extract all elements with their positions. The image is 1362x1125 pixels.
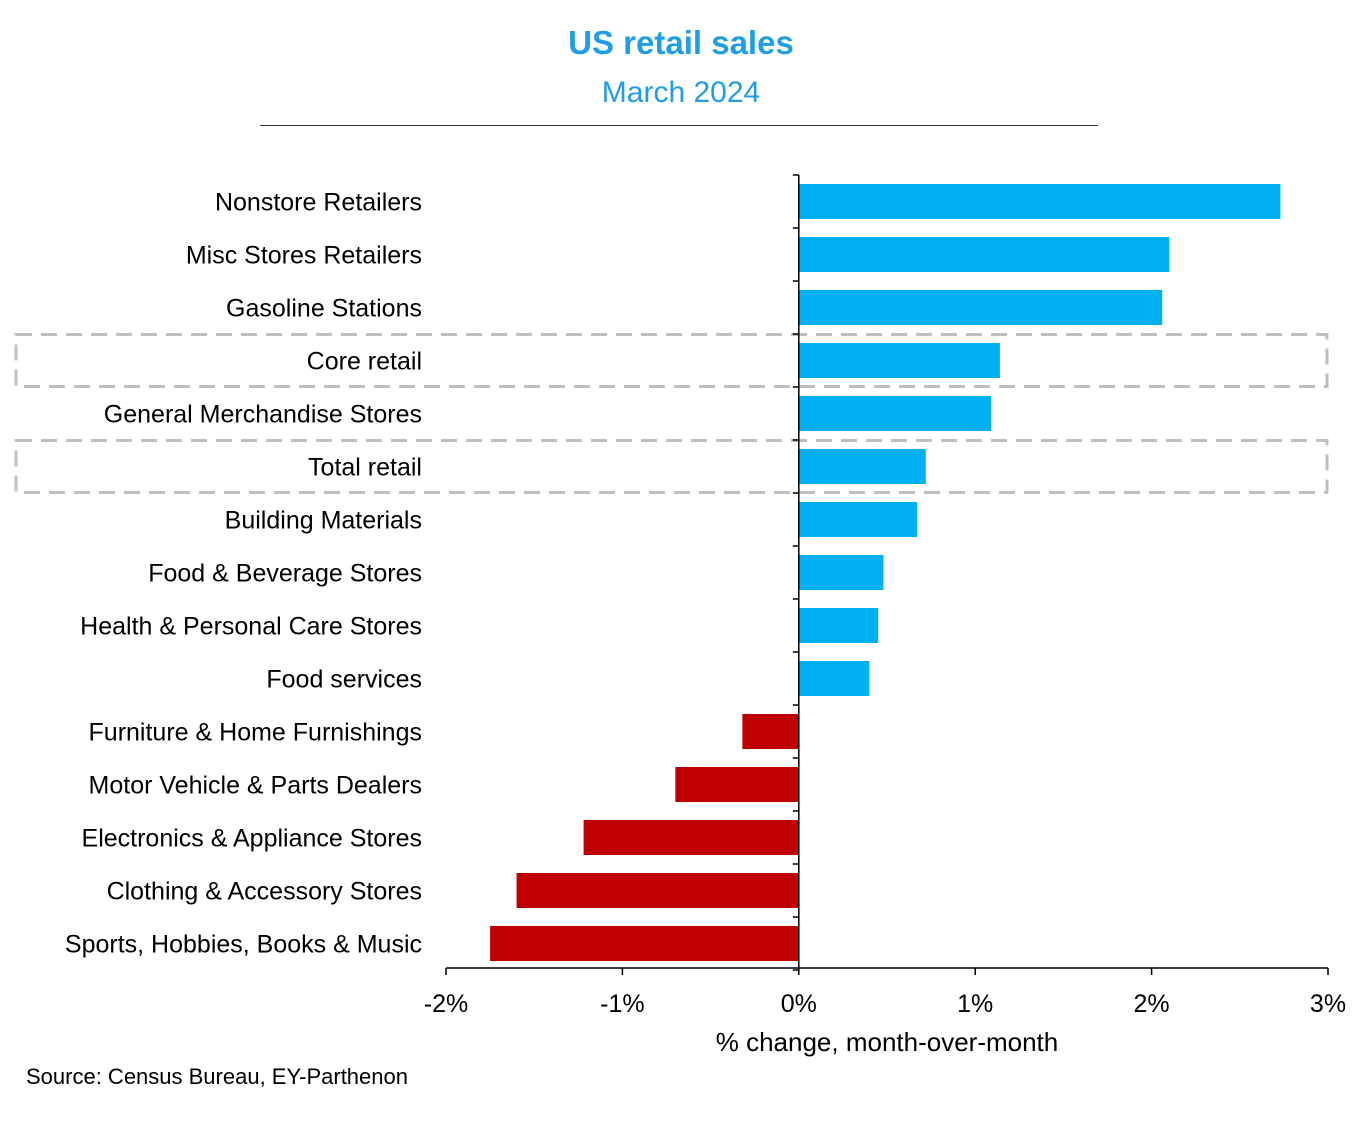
x-tick-label: 1%: [957, 990, 993, 1018]
category-label: Furniture & Home Furnishings: [89, 719, 422, 747]
category-label: Sports, Hobbies, Books & Music: [65, 931, 422, 959]
bar: [798, 184, 1281, 219]
bar: [798, 661, 870, 696]
x-tick-label: 3%: [1310, 990, 1346, 1018]
bar: [798, 555, 884, 590]
bar: [583, 820, 799, 855]
category-label: Electronics & Appliance Stores: [82, 825, 422, 853]
category-label: Misc Stores Retailers: [186, 242, 422, 270]
chart-title: US retail sales: [568, 24, 794, 61]
bar: [675, 767, 799, 802]
category-label: Clothing & Accessory Stores: [107, 878, 422, 906]
category-label: Food & Beverage Stores: [148, 560, 422, 588]
category-label: Motor Vehicle & Parts Dealers: [89, 772, 422, 800]
source-note: Source: Census Bureau, EY-Parthenon: [26, 1064, 408, 1089]
bar: [742, 714, 799, 749]
bar: [798, 449, 926, 484]
bar: [798, 608, 879, 643]
bar: [798, 237, 1170, 272]
x-tick-label: -1%: [600, 990, 644, 1018]
x-tick-label: -2%: [424, 990, 468, 1018]
category-label: Health & Personal Care Stores: [80, 613, 422, 641]
category-label: Total retail: [308, 454, 422, 482]
x-axis-label: % change, month-over-month: [716, 1027, 1059, 1057]
chart-subtitle: March 2024: [601, 76, 761, 109]
bar: [798, 502, 917, 537]
highlight-box: [14, 333, 1329, 388]
category-label: General Merchandise Stores: [104, 401, 422, 429]
bar: [516, 873, 799, 908]
category-label: Nonstore Retailers: [215, 189, 422, 217]
category-label: Building Materials: [225, 507, 422, 535]
category-label: Core retail: [307, 348, 422, 376]
bar: [490, 926, 799, 961]
highlight-box: [14, 439, 1329, 494]
bar: [798, 343, 1000, 378]
category-label: Gasoline Stations: [226, 295, 422, 323]
x-tick-label: 2%: [1134, 990, 1170, 1018]
bar: [798, 396, 992, 431]
x-tick-label: 0%: [781, 990, 817, 1018]
title-divider: [260, 125, 1098, 126]
category-label: Food services: [266, 666, 422, 694]
bar: [798, 290, 1163, 325]
